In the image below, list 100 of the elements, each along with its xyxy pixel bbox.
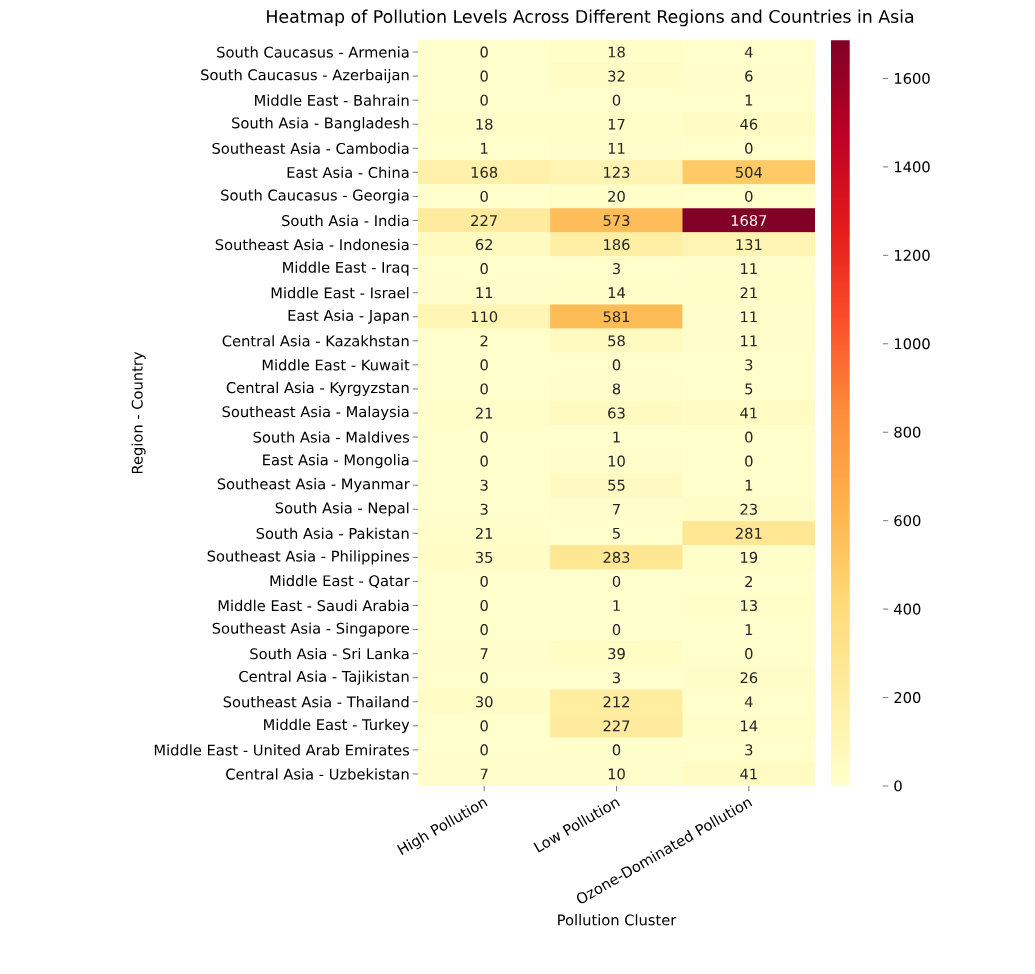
data-label: 19 [741, 551, 758, 563]
color-bar-label: 1000 [894, 338, 930, 350]
color-bar-label: 800 [894, 426, 921, 438]
y-tick-label: Southeast Asia - Myanmar [217, 478, 410, 493]
data-label: 14 [741, 720, 758, 732]
data-label: 1 [481, 142, 488, 154]
data-label: 8 [612, 383, 621, 395]
data-label: 63 [608, 407, 625, 419]
y-tick-label: Middle East - Bahrain [255, 94, 409, 106]
data-label: 30 [475, 696, 493, 708]
data-label: 14 [608, 287, 626, 299]
data-label: 41 [740, 768, 757, 780]
data-label: 3 [745, 359, 753, 371]
data-label: 0 [480, 70, 488, 82]
data-label: 3 [480, 479, 488, 491]
data-label: 0 [480, 720, 488, 732]
data-label: 11 [741, 311, 757, 323]
data-label: 21 [475, 407, 493, 419]
data-label: 0 [612, 744, 621, 756]
data-label: 0 [480, 94, 488, 106]
y-tick-label: South Asia - Bangladesh [232, 117, 409, 132]
y-axis-title: Region - Country [131, 351, 146, 474]
y-tick-label: East Asia - China [287, 166, 409, 179]
y-tick-label: Middle East - Iraq [283, 261, 409, 276]
data-label: 3 [612, 672, 620, 684]
data-label: 0 [480, 575, 488, 587]
data-label: 0 [480, 190, 488, 202]
data-label: 281 [735, 527, 762, 539]
data-label: 58 [608, 335, 625, 347]
data-label: 1 [745, 94, 753, 106]
data-label: 2 [745, 576, 753, 587]
data-label: 168 [471, 166, 498, 178]
data-label: 0 [612, 359, 621, 371]
data-label: 1 [745, 624, 753, 635]
data-label: 186 [604, 239, 630, 251]
data-label: 41 [740, 407, 757, 419]
y-tick-label: South Asia - Sri Lanka [250, 647, 409, 660]
data-label: 11 [741, 263, 757, 274]
data-label: 21 [740, 287, 757, 299]
color-bar-label: 0 [894, 780, 902, 792]
y-tick-label: South Asia - Maldives [253, 431, 410, 443]
y-tick-label: Southeast Asia - Philippines [207, 550, 410, 565]
y-tick-label: Middle East - Israel [271, 287, 409, 299]
data-label: 6 [745, 70, 753, 82]
data-label: 0 [480, 431, 488, 443]
x-axis-title: Pollution Cluster [558, 914, 677, 926]
data-label: 7 [613, 503, 620, 515]
data-label: 0 [612, 575, 621, 587]
y-tick-label: Central Asia - Uzbekistan [226, 768, 409, 780]
color-bar-label: 1200 [894, 249, 930, 261]
data-label: 283 [603, 551, 630, 563]
color-bar-label: 400 [894, 603, 921, 615]
data-label: 123 [604, 166, 630, 178]
data-label: 581 [603, 311, 630, 323]
data-label: 7 [480, 768, 488, 780]
y-tick-label: Southeast Asia - Singapore [212, 622, 409, 637]
color-bar-label: 1400 [894, 161, 930, 173]
y-tick-label: Southeast Asia - Cambodia [212, 142, 409, 154]
data-label: 11 [476, 287, 493, 299]
data-label: 17 [608, 118, 625, 130]
data-label: 21 [475, 527, 493, 539]
data-label: 1687 [731, 214, 767, 227]
data-label: 0 [745, 431, 753, 443]
data-label: 46 [740, 118, 758, 130]
data-label: 0 [745, 142, 753, 154]
y-tick-label: Central Asia - Tajikistan [239, 670, 409, 685]
data-label: 0 [480, 455, 488, 467]
data-label: 32 [608, 70, 625, 82]
data-label: 4 [744, 696, 753, 708]
y-tick-label: Middle East - Turkey [264, 718, 410, 733]
data-label: 26 [740, 672, 758, 684]
data-label: 18 [476, 118, 493, 130]
data-label: 3 [745, 744, 753, 756]
data-label: 0 [480, 383, 488, 395]
data-label: 4 [744, 46, 753, 58]
data-label: 1 [613, 600, 620, 611]
y-tick-label: Middle East - Kuwait [262, 359, 410, 371]
data-label: 0 [745, 455, 753, 467]
data-label: 0 [480, 744, 488, 756]
data-label: 3 [480, 503, 488, 515]
y-tick-label: Middle East - United Arab Emirates [154, 744, 410, 756]
data-label: 2 [480, 335, 488, 347]
data-label: 131 [736, 239, 762, 251]
y-tick-label: Middle East - Qatar [270, 574, 410, 588]
y-tick-label: Central Asia - Kyrgyzstan [226, 381, 409, 397]
y-tick-label: South Asia - India [282, 214, 409, 227]
data-label: 227 [471, 215, 497, 226]
data-label: 11 [608, 142, 625, 154]
data-label: 0 [480, 359, 488, 371]
data-label: 573 [603, 214, 630, 227]
data-label: 110 [471, 311, 498, 323]
color-bar-label: 200 [894, 692, 921, 704]
data-label: 0 [480, 599, 488, 612]
data-label: 0 [745, 648, 753, 660]
y-tick-label: South Asia - Nepal [275, 502, 409, 517]
data-label: 0 [612, 94, 621, 106]
y-tick-label: South Caucasus - Armenia [217, 46, 409, 58]
color-bar-label: 600 [894, 515, 921, 527]
y-tick-label: East Asia - Mongolia [263, 454, 409, 469]
y-tick-label: Southeast Asia - Thailand [223, 696, 409, 708]
